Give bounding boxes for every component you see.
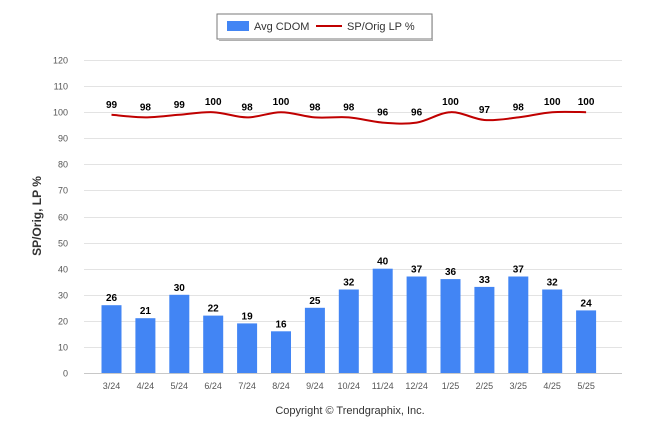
- bar-series: [101, 268, 597, 374]
- bar: [135, 318, 156, 373]
- bar: [508, 276, 529, 373]
- y-tick-label: 60: [58, 213, 68, 223]
- line-data-label: 100: [578, 97, 595, 108]
- line-data-label: 100: [442, 97, 459, 108]
- bar-data-label: 19: [242, 311, 254, 322]
- y-tick-label: 80: [58, 160, 68, 170]
- x-tick-label: 5/24: [171, 381, 189, 391]
- line-data-label: 100: [544, 97, 561, 108]
- bar: [237, 323, 258, 373]
- y-tick-label: 40: [58, 265, 68, 275]
- y-tick-label: 70: [58, 186, 68, 196]
- y-tick-label: 20: [58, 317, 68, 327]
- legend-label-avg-cdom: Avg CDOM: [254, 21, 309, 33]
- x-tick-label: 9/24: [306, 381, 324, 391]
- bar-data-label: 33: [479, 275, 491, 286]
- copyright-text: Copyright © Trendgraphix, Inc.: [275, 405, 424, 417]
- bar-data-label: 37: [513, 265, 525, 276]
- line-data-label: 100: [273, 97, 290, 108]
- x-axis-ticks: 3/24 4/24 5/24 6/24 7/24 8/24 9/24 10/24 11/24 12…: [103, 381, 595, 391]
- y-tick-label: 90: [58, 134, 68, 144]
- bar-data-labels: 26 21 30 22 19 16 25 32 40 37 36 33 37 32 24: [106, 257, 592, 331]
- y-tick-label: 110: [54, 82, 68, 92]
- x-tick-label: 11/24: [372, 381, 394, 391]
- bar: [271, 331, 291, 373]
- bar-data-label: 24: [581, 298, 593, 309]
- line-data-label: 98: [242, 102, 254, 113]
- line-data-label: 99: [174, 100, 186, 111]
- line-data-label: 96: [377, 108, 389, 119]
- bar-data-label: 30: [174, 283, 186, 294]
- bar-data-label: 16: [275, 319, 287, 330]
- bar: [203, 315, 224, 373]
- bar-data-label: 26: [106, 293, 118, 304]
- bar: [338, 289, 359, 373]
- line-data-label: 97: [479, 105, 491, 116]
- legend-label-sp-orig-lp: SP/Orig LP %: [347, 21, 415, 33]
- y-tick-label: 100: [53, 108, 68, 118]
- bar-data-label: 25: [309, 296, 321, 307]
- bar: [440, 279, 461, 373]
- line-series: [111, 110, 587, 125]
- x-tick-label: 4/24: [137, 381, 155, 391]
- bar-data-label: 32: [547, 278, 559, 289]
- line-data-label: 98: [343, 102, 355, 113]
- line-data-label: 98: [309, 102, 321, 113]
- bar: [406, 276, 427, 373]
- y-axis-ticks: 0 10 20 30 40 50 60 70 80 90 100 110 120: [53, 56, 68, 379]
- x-tick-label: 3/24: [103, 381, 121, 391]
- bar: [101, 305, 122, 373]
- x-tick-label: 12/24: [405, 381, 428, 391]
- legend-bar-swatch: [227, 21, 249, 31]
- line-data-label: 98: [140, 102, 152, 113]
- bar-data-label: 22: [208, 304, 220, 315]
- bar: [169, 294, 190, 374]
- bar: [304, 307, 325, 373]
- line-data-label: 99: [106, 100, 118, 111]
- x-tick-label: 3/25: [510, 381, 528, 391]
- bar-data-label: 37: [411, 265, 423, 276]
- line-data-label: 100: [205, 97, 222, 108]
- bar-data-label: 40: [377, 257, 389, 268]
- line-data-label: 98: [513, 102, 525, 113]
- bar-data-label: 21: [140, 306, 152, 317]
- x-tick-label: 7/24: [238, 381, 256, 391]
- line-series-path: [111, 110, 587, 125]
- y-axis-title: SP/Orig, LP %: [30, 176, 44, 256]
- bar-data-label: 32: [343, 278, 355, 289]
- x-tick-label: 10/24: [338, 381, 361, 391]
- bar: [542, 289, 563, 373]
- x-tick-label: 4/25: [543, 381, 561, 391]
- bar: [372, 268, 393, 373]
- y-tick-label: 120: [53, 56, 68, 66]
- bar: [576, 310, 597, 373]
- bar-data-label: 36: [445, 267, 457, 278]
- legend: Avg CDOM SP/Orig LP %: [216, 13, 433, 41]
- y-tick-label: 30: [58, 291, 68, 301]
- x-tick-label: 1/25: [442, 381, 460, 391]
- y-tick-label: 50: [58, 239, 68, 249]
- x-tick-label: 2/25: [476, 381, 494, 391]
- line-data-labels: 99 98 99 100 98 100 98 98 96 96 100 97 98 100 100: [106, 97, 595, 118]
- x-tick-label: 5/25: [577, 381, 595, 391]
- x-tick-label: 6/24: [204, 381, 222, 391]
- line-data-label: 96: [411, 108, 423, 119]
- y-tick-label: 0: [63, 369, 68, 379]
- x-tick-label: 8/24: [272, 381, 290, 391]
- y-tick-label: 10: [58, 343, 68, 353]
- bar: [474, 286, 495, 373]
